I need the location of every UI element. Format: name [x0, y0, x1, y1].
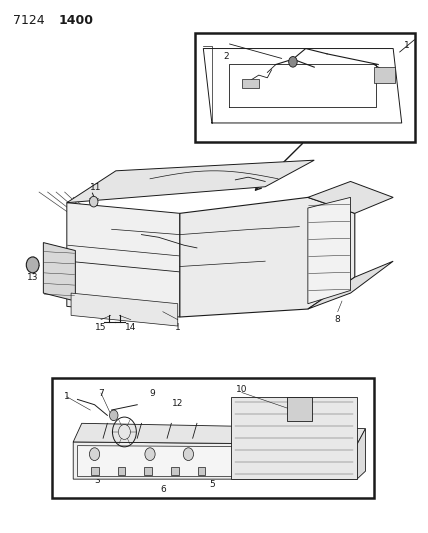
Bar	[91, 467, 99, 475]
Text: 15: 15	[95, 324, 107, 333]
Polygon shape	[231, 397, 357, 479]
Text: 7124: 7124	[14, 14, 45, 27]
Circle shape	[145, 448, 155, 461]
Text: 12: 12	[172, 399, 184, 408]
Text: 1400: 1400	[58, 14, 93, 27]
Circle shape	[89, 448, 100, 461]
Bar	[195, 33, 414, 142]
Polygon shape	[73, 442, 357, 479]
Polygon shape	[71, 293, 178, 326]
Text: 3: 3	[94, 476, 100, 484]
Bar	[286, 397, 312, 421]
Text: 8: 8	[335, 316, 341, 325]
Text: 7: 7	[98, 389, 104, 398]
Bar	[242, 79, 259, 88]
Bar	[145, 467, 152, 475]
Text: 10: 10	[236, 385, 247, 394]
Circle shape	[288, 56, 297, 67]
Circle shape	[89, 196, 98, 207]
Polygon shape	[308, 197, 351, 304]
Text: 5: 5	[209, 480, 215, 489]
Text: 1: 1	[404, 42, 410, 51]
Polygon shape	[73, 423, 366, 445]
Polygon shape	[308, 181, 393, 213]
Circle shape	[110, 410, 118, 421]
Bar	[374, 67, 395, 83]
Circle shape	[26, 257, 39, 273]
Text: 1: 1	[64, 392, 70, 401]
Polygon shape	[77, 446, 353, 477]
Text: 11: 11	[89, 183, 101, 192]
Bar	[52, 378, 374, 498]
Polygon shape	[67, 203, 180, 317]
Text: 4: 4	[309, 471, 315, 479]
Polygon shape	[43, 243, 75, 301]
Text: 14: 14	[125, 324, 137, 333]
Bar	[171, 467, 179, 475]
Polygon shape	[67, 160, 314, 203]
Text: 13: 13	[27, 273, 39, 282]
Text: 6: 6	[160, 485, 166, 494]
Text: 1: 1	[175, 324, 181, 333]
Bar	[118, 467, 125, 475]
Polygon shape	[357, 429, 366, 479]
Circle shape	[183, 448, 193, 461]
Polygon shape	[308, 261, 393, 309]
Text: 2: 2	[223, 52, 229, 61]
Polygon shape	[180, 197, 355, 317]
Text: 9: 9	[149, 389, 155, 398]
Bar	[198, 467, 205, 475]
